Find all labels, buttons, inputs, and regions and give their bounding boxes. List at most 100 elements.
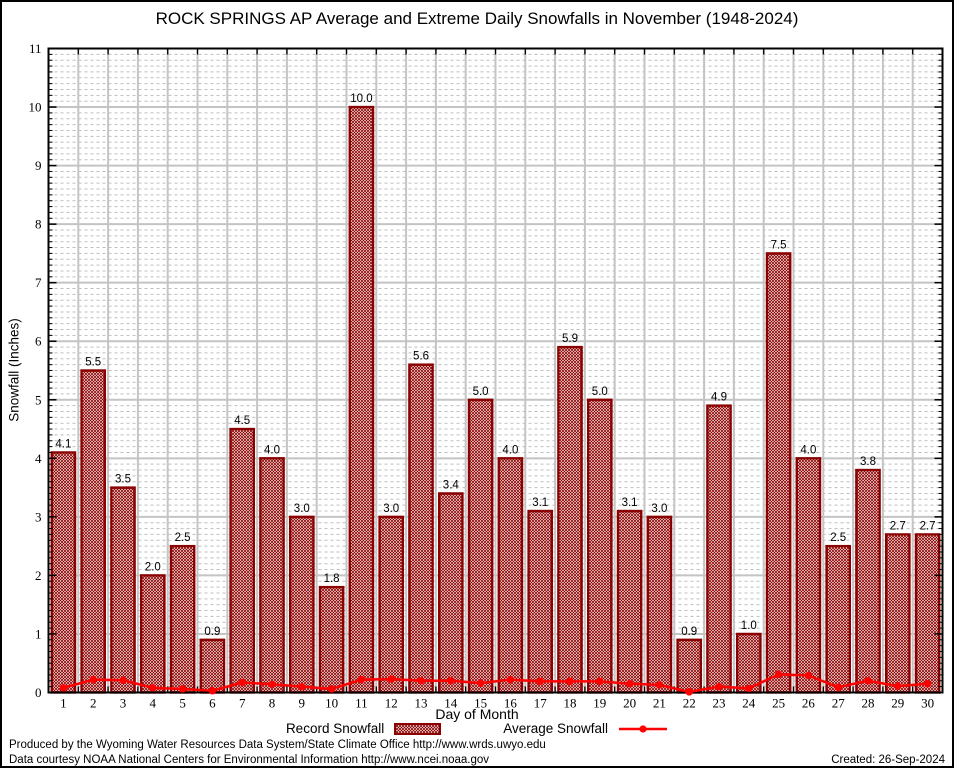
- record-bar: [557, 345, 583, 694]
- average-swatch-icon: [619, 724, 668, 733]
- average-marker: [625, 680, 634, 688]
- bar-value-label: 3.5: [115, 474, 131, 486]
- y-tick-label: 7: [35, 275, 42, 290]
- record-bar: [676, 638, 703, 694]
- record-swatch-icon: [394, 722, 442, 735]
- average-marker: [476, 679, 485, 687]
- bar-value-label: 4.0: [800, 444, 816, 456]
- average-marker: [417, 677, 425, 685]
- y-tick-label: 2: [35, 568, 42, 583]
- record-bar: [80, 369, 107, 694]
- y-tick-label: 10: [29, 100, 42, 115]
- record-bar: [527, 509, 554, 694]
- record-bar: [765, 252, 792, 694]
- y-tick-label: 4: [35, 451, 42, 466]
- record-bar: [646, 515, 673, 694]
- record-bar: [169, 544, 196, 694]
- average-marker: [327, 685, 336, 693]
- record-bar: [825, 544, 852, 694]
- bar-value-label: 4.0: [264, 444, 280, 456]
- record-bar: [855, 468, 881, 694]
- bar-value-label: 10.0: [350, 93, 372, 105]
- bar-value-label: 5.0: [592, 386, 608, 398]
- average-marker: [89, 675, 97, 684]
- record-bar: [437, 492, 464, 694]
- legend-item-average: Average Snowfall: [503, 721, 668, 736]
- bar-value-label: 5.0: [473, 386, 489, 398]
- record-bar: [348, 105, 375, 694]
- bar-value-label: 1.8: [324, 573, 340, 585]
- record-bar: [288, 515, 315, 694]
- created-date: Created: 26-Sep-2024: [831, 754, 945, 766]
- average-marker: [357, 675, 366, 684]
- y-tick-label: 11: [29, 41, 42, 56]
- record-bar: [706, 404, 732, 694]
- record-bar: [884, 533, 911, 694]
- chart-legend: Record Snowfall Average Snowfall: [2, 721, 952, 736]
- y-tick-label: 0: [35, 685, 42, 700]
- average-marker: [596, 677, 604, 686]
- y-tick-label: 5: [35, 392, 42, 407]
- bar-value-label: 4.5: [234, 415, 250, 427]
- bar-value-label: 3.0: [383, 503, 399, 515]
- record-bar: [914, 533, 941, 694]
- record-bar: [408, 363, 434, 694]
- bar-value-label: 3.0: [651, 503, 667, 515]
- bar-value-label: 5.6: [413, 351, 429, 363]
- average-marker: [208, 687, 217, 695]
- average-marker: [894, 682, 902, 690]
- bar-value-label: 4.9: [711, 392, 727, 404]
- average-marker: [59, 684, 68, 692]
- record-bar: [586, 398, 613, 694]
- record-bar: [616, 509, 643, 694]
- bar-value-label: 3.0: [294, 503, 310, 515]
- average-marker: [685, 688, 693, 696]
- bar-value-label: 3.1: [532, 497, 548, 509]
- bar-value-label: 4.0: [502, 444, 518, 456]
- y-tick-label: 8: [35, 217, 42, 232]
- average-marker: [715, 682, 723, 691]
- legend-average-label: Average Snowfall: [503, 721, 609, 736]
- average-marker: [178, 685, 187, 693]
- bar-value-label: 1.0: [741, 620, 757, 632]
- bar-value-label: 2.7: [890, 520, 906, 532]
- average-marker: [119, 676, 127, 684]
- bar-value-label: 2.5: [175, 532, 191, 544]
- record-bar: [110, 486, 136, 694]
- average-marker: [536, 677, 544, 686]
- record-bar: [378, 515, 405, 694]
- footer-data-courtesy: Data courtesy NOAA National Centers for …: [9, 754, 490, 766]
- bar-value-label: 3.8: [860, 456, 876, 468]
- x-axis-title: Day of Month: [435, 706, 519, 722]
- average-marker: [774, 670, 783, 679]
- y-axis-title: Snowfall (Inches): [6, 318, 22, 422]
- record-bar: [229, 427, 256, 694]
- legend-item-record: Record Snowfall: [285, 721, 442, 736]
- average-marker: [923, 680, 932, 688]
- bar-value-label: 4.1: [55, 438, 71, 450]
- record-bar: [50, 451, 77, 694]
- record-bar: [139, 574, 166, 694]
- average-marker: [268, 680, 276, 689]
- average-marker: [238, 678, 246, 687]
- average-marker: [387, 675, 395, 683]
- bar-value-label: 7.5: [771, 239, 787, 251]
- y-tick-label: 3: [35, 509, 42, 524]
- average-marker: [566, 677, 574, 686]
- record-bar: [467, 398, 494, 694]
- record-bar: [318, 585, 345, 694]
- legend-record-label: Record Snowfall: [285, 721, 385, 736]
- record-bar: [199, 638, 226, 694]
- record-bar: [259, 457, 285, 694]
- y-tick-label: 1: [35, 626, 42, 641]
- record-bar: [735, 632, 762, 694]
- average-marker: [655, 681, 664, 689]
- bar-value-label: 2.0: [145, 561, 161, 573]
- bar-value-label: 2.5: [830, 532, 846, 544]
- average-marker: [149, 684, 157, 692]
- average-marker: [864, 677, 872, 685]
- average-marker: [298, 682, 306, 691]
- record-bar: [795, 457, 822, 694]
